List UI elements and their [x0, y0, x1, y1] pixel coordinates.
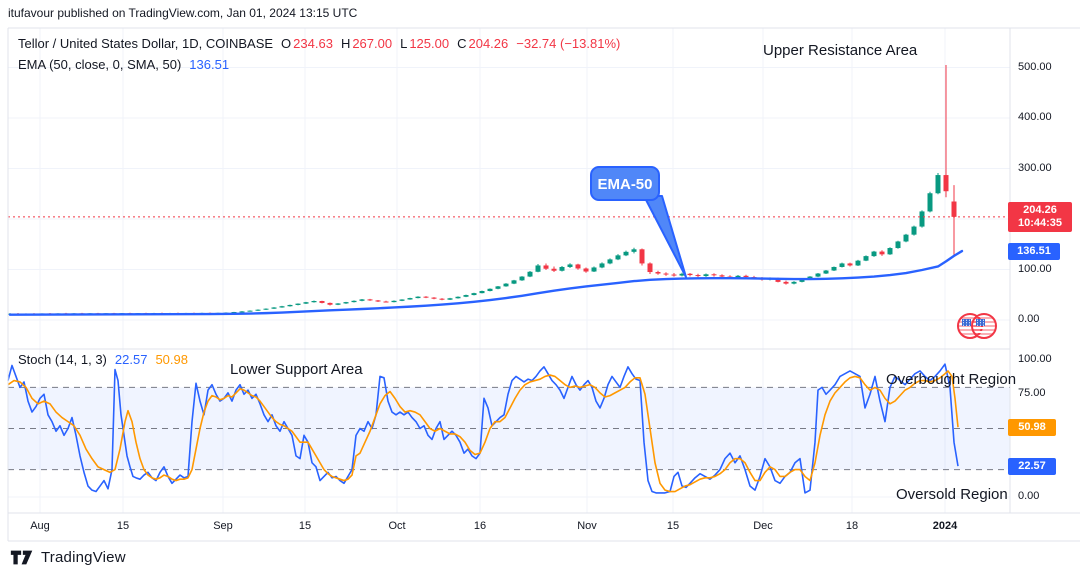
lower-support-annotation[interactable]: Lower Support Area: [230, 361, 363, 378]
current-price-badge: 204.26 10:44:35: [1008, 202, 1072, 232]
candlestick-series: [7, 64, 957, 315]
time-tick: Aug: [30, 520, 50, 532]
gridlines: [8, 28, 1010, 513]
tradingview-logo-icon: [10, 550, 33, 565]
tradingview-logo-text: TradingView: [41, 549, 126, 566]
price-tick: 0.00: [1018, 313, 1040, 325]
time-tick: 18: [845, 520, 859, 532]
ema-price-badge: 136.51: [1008, 243, 1060, 260]
ema-legend-value: 136.51: [189, 57, 230, 72]
time-tick: 15: [666, 520, 680, 532]
ema-legend-label: EMA (50, close, 0, SMA, 50): [18, 57, 182, 72]
price-tick: 300.00: [1018, 161, 1052, 174]
time-tick: 16: [473, 520, 487, 532]
stoch-k-value: 22.57: [114, 352, 148, 367]
upper-resistance-annotation[interactable]: Upper Resistance Area: [763, 42, 918, 59]
ema-callout[interactable]: EMA-50: [590, 166, 687, 278]
stoch-legend-label: Stoch (14, 1, 3): [18, 352, 107, 367]
ohlc-open: O 234.63: [281, 36, 333, 51]
symbol-title: Tellor / United States Dollar, 1D, COINB…: [18, 36, 274, 51]
stoch-d-line[interactable]: [7, 370, 959, 493]
price-tick: 100.00: [1018, 262, 1052, 275]
time-tick: 15: [298, 520, 312, 532]
ohlc-high: H 267.00: [340, 36, 393, 51]
stoch-tick: 0.00: [1018, 490, 1040, 502]
published-header: itufavour published on TradingView.com, …: [8, 6, 358, 20]
ohlc-close: C 204.26: [457, 36, 509, 51]
ema-line[interactable]: [8, 249, 964, 316]
stoch-k-badge: 22.57: [1008, 458, 1056, 475]
time-tick: 15: [116, 520, 130, 532]
time-tick: Dec: [753, 520, 773, 532]
time-tick: Oct: [388, 520, 406, 532]
ohlc-low: L 125.00: [400, 36, 450, 51]
instrument-flags: [957, 311, 1001, 339]
change-value: −32.74 (−13.81%): [516, 36, 621, 51]
price-tick: 500.00: [1018, 60, 1052, 73]
stoch-d-badge: 50.98: [1008, 419, 1056, 436]
price-tick: 400.00: [1018, 111, 1052, 123]
stoch-tick: 75.00: [1018, 387, 1046, 400]
oversold-annotation[interactable]: Oversold Region: [896, 486, 1008, 503]
stoch-legend-row[interactable]: Stoch (14, 1, 3) 22.57 50.98: [18, 352, 188, 367]
current-price-value: 204.26: [1023, 204, 1057, 216]
bar-countdown: 10:44:35: [1017, 217, 1063, 229]
time-tick: Nov: [577, 520, 597, 532]
us-flag-icon: [971, 313, 997, 339]
ema-legend-row[interactable]: EMA (50, close, 0, SMA, 50) 136.51: [18, 57, 229, 72]
stoch-tick: 100.00: [1018, 353, 1052, 365]
ema-callout-text: EMA-50: [597, 176, 652, 193]
time-tick: 2024: [932, 520, 958, 532]
time-scale[interactable]: Aug 15 Sep 15 Oct 16 Nov 15 Dec 18 2024: [0, 520, 1080, 540]
time-tick: Sep: [213, 520, 233, 532]
stoch-d-value: 50.98: [155, 352, 188, 367]
tradingview-logo[interactable]: TradingView: [10, 549, 126, 566]
overbought-annotation[interactable]: Overbought Region: [886, 371, 1017, 388]
symbol-legend-row[interactable]: Tellor / United States Dollar, 1D, COINB…: [18, 36, 620, 51]
